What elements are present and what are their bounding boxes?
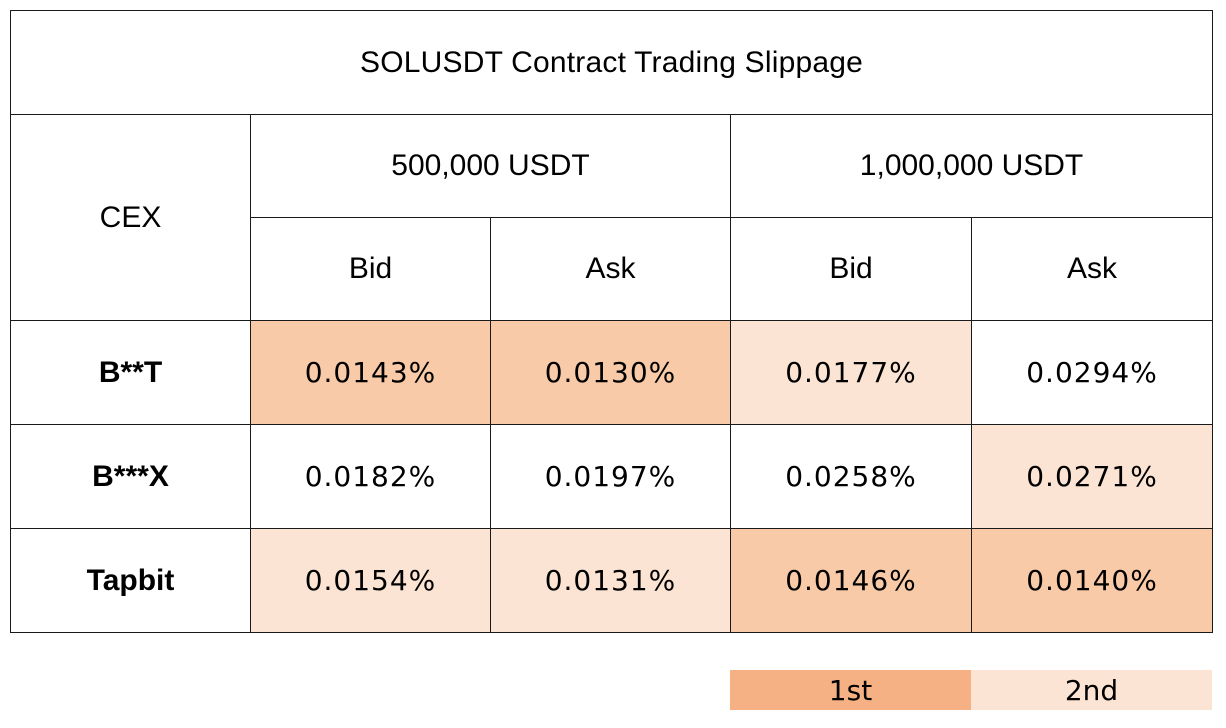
col-header-1m-bid: Bid <box>730 217 972 321</box>
legend-item-second: 2nd <box>971 670 1212 710</box>
value-cell: 0.0258% <box>730 424 972 529</box>
slippage-table: SOLUSDT Contract Trading Slippage CEX 50… <box>9 10 1214 633</box>
row-label: Tapbit <box>10 528 251 633</box>
table-row: B**T 0.0143% 0.0130% 0.0177% 0.0294% <box>10 320 1214 425</box>
value-cell: 0.0146% <box>730 528 972 633</box>
row-label: B***X <box>10 424 251 529</box>
value-cell: 0.0271% <box>970 424 1214 529</box>
value-cell: 0.0131% <box>490 528 731 633</box>
cex-header: CEX <box>10 114 251 321</box>
table-row: Tapbit 0.0154% 0.0131% 0.0146% 0.0140% <box>10 528 1214 633</box>
value-cell: 0.0182% <box>250 424 491 529</box>
group-header-1m: 1,000,000 USDT <box>729 114 1214 218</box>
value-cell: 0.0177% <box>730 320 972 425</box>
col-header-500k-ask: Ask <box>490 217 731 321</box>
value-cell: 0.0294% <box>970 320 1214 425</box>
table-row: B***X 0.0182% 0.0197% 0.0258% 0.0271% <box>10 424 1214 529</box>
legend: 1st 2nd <box>730 670 1212 710</box>
legend-item-first: 1st <box>730 670 971 710</box>
value-cell: 0.0197% <box>490 424 731 529</box>
group-header-500k: 500,000 USDT <box>250 114 731 218</box>
value-cell: 0.0143% <box>250 320 491 425</box>
value-cell: 0.0154% <box>250 528 491 633</box>
col-header-500k-bid: Bid <box>250 217 491 321</box>
value-cell: 0.0130% <box>490 320 731 425</box>
table-title: SOLUSDT Contract Trading Slippage <box>9 10 1214 115</box>
row-label: B**T <box>10 320 251 425</box>
col-header-1m-ask: Ask <box>970 217 1214 321</box>
value-cell: 0.0140% <box>970 528 1214 633</box>
